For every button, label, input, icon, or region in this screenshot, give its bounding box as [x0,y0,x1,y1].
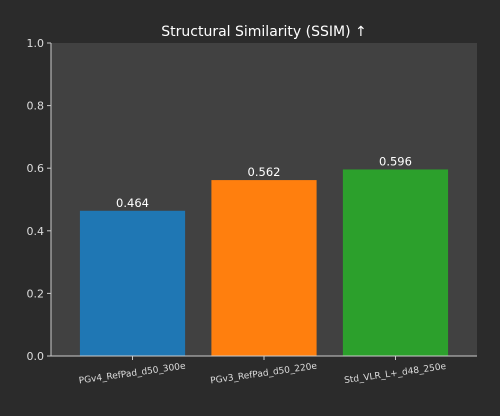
bar [342,169,449,356]
bars: 0.464 0.562 0.596 [79,154,449,356]
bar [79,210,186,356]
y-tick-label: 0.0 [27,350,45,363]
bar-value-label: 0.596 [379,154,412,168]
y-axis: 0.0 0.2 0.4 0.6 0.8 1.0 [27,37,51,363]
bar-value-label: 0.464 [116,196,149,210]
bar [211,180,317,356]
y-tick-label: 1.0 [27,37,45,50]
y-tick-label: 0.6 [27,162,45,175]
bar-value-label: 0.562 [248,165,281,179]
y-tick-label: 0.8 [27,100,45,113]
y-tick-label: 0.2 [27,287,45,300]
y-tick-label: 0.4 [27,225,45,238]
chart-title: Structural Similarity (SSIM) ↑ [161,24,366,40]
